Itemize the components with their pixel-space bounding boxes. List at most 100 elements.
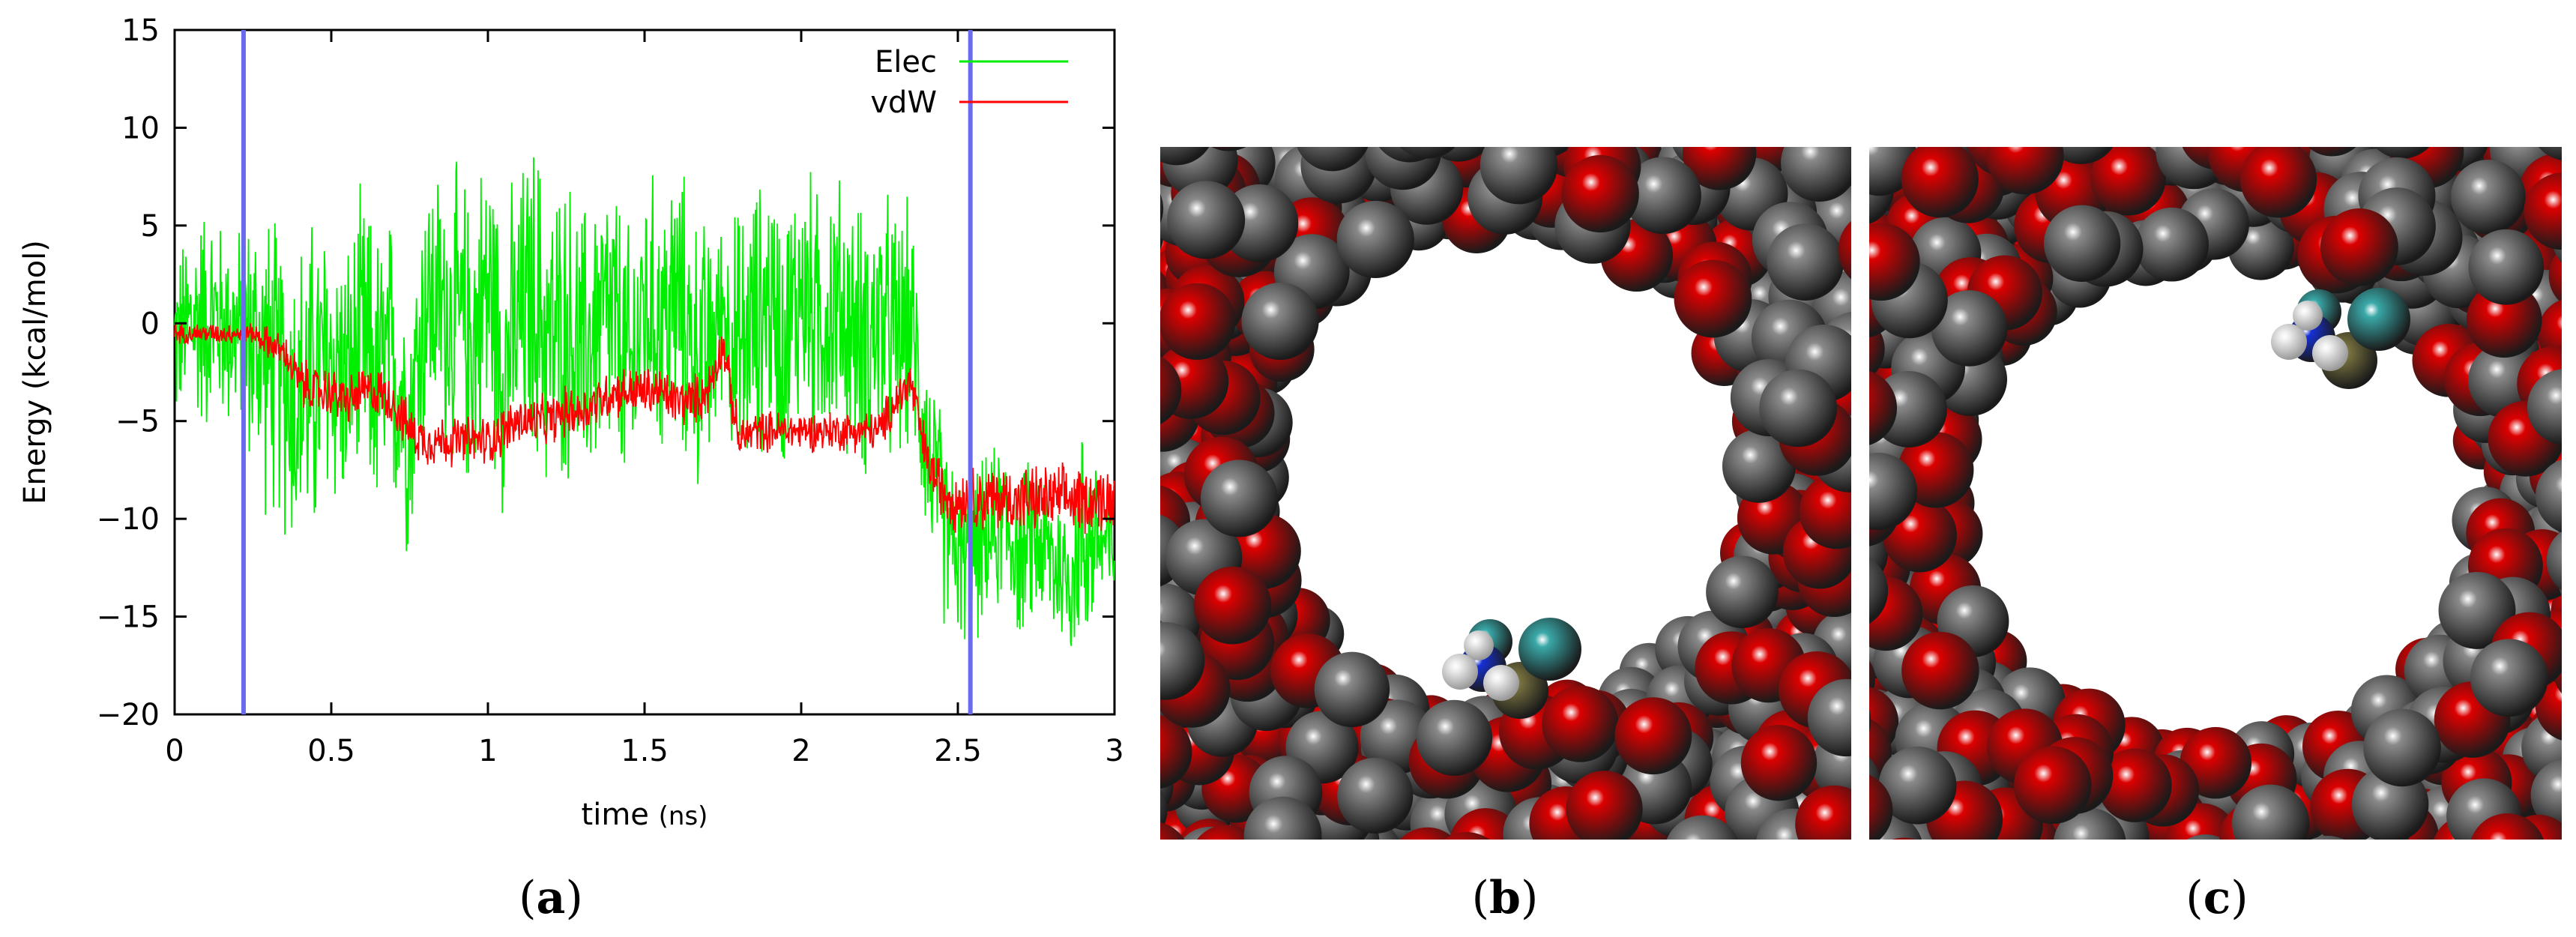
molecular-snapshot-b xyxy=(1160,147,1851,840)
carbon-atom xyxy=(2438,571,2516,649)
y-tick-label: 10 xyxy=(121,111,160,145)
carbon-atom xyxy=(1160,193,1164,224)
carbon-atom xyxy=(1167,181,1246,259)
x-tick-label: 1.5 xyxy=(621,734,669,768)
hydrogen-atom xyxy=(2293,301,2323,331)
oxygen-atom xyxy=(2098,748,2172,822)
panel-letter-a: a xyxy=(537,872,566,924)
carbon-atom xyxy=(1759,369,1838,448)
carbon-atom xyxy=(1666,815,1738,840)
y-tick-label: −10 xyxy=(97,502,160,537)
y-tick-label: 0 xyxy=(141,307,160,341)
x-tick-label: 2.5 xyxy=(934,734,982,768)
carbon-atom xyxy=(1314,651,1390,728)
carbon-atom xyxy=(2468,229,2545,305)
panel-paren-close-a: ) xyxy=(565,872,582,924)
oxygen-atom xyxy=(1542,685,1619,762)
oxygen-atom xyxy=(1869,774,1893,840)
carbon-atom xyxy=(1869,558,1889,624)
oxygen-atom xyxy=(1160,283,1236,360)
carbon-atom xyxy=(2538,147,2562,160)
oxygen-atom xyxy=(1795,785,1851,840)
panel-paren-close-c: ) xyxy=(2230,872,2248,924)
series-group xyxy=(174,157,1115,646)
oxygen-atom xyxy=(1160,822,1185,840)
y-tick-label: −5 xyxy=(115,405,160,439)
oxygen-atom xyxy=(1869,370,1897,445)
oxygen-atom xyxy=(1986,147,2064,195)
y-tick-label: 15 xyxy=(121,13,160,48)
oxygen-atom xyxy=(2013,746,2092,825)
oxygen-atom xyxy=(1892,837,1916,840)
panel-letter-c: c xyxy=(2204,872,2231,924)
carbon-atom xyxy=(1297,147,1369,172)
carbon-atom xyxy=(1416,699,1493,776)
oxygen-atom xyxy=(2180,726,2252,799)
carbon-atom xyxy=(2450,159,2526,235)
carbon-atom xyxy=(2535,459,2562,533)
hydrogen-atom xyxy=(1483,665,1519,701)
oxygen-atom xyxy=(1614,697,1692,775)
carbon-atom xyxy=(1767,223,1844,301)
panel-paren-open-b: ( xyxy=(1472,872,1489,924)
carbon-atom xyxy=(2374,147,2430,159)
panel-paren-open-a: ( xyxy=(519,872,536,924)
hydrogen-atom xyxy=(1464,630,1494,660)
carbon-atom xyxy=(1931,290,2008,367)
x-axis-label: time (ns) xyxy=(582,798,708,832)
oxygen-atom xyxy=(1682,147,1757,190)
panel-paren-close-b: ) xyxy=(1521,872,1538,924)
carbon-atom xyxy=(1706,555,1779,628)
oxygen-atom xyxy=(1869,223,1920,301)
carbon-atom xyxy=(1160,621,1205,700)
y-tick-label: −15 xyxy=(97,600,160,635)
oxygen-atom xyxy=(1674,259,1752,338)
oxygen-atom xyxy=(1400,827,1456,840)
x-ticks: 0 0.5 1 1.5 2 2.5 3 xyxy=(165,30,1124,768)
panel-label-a: (a) xyxy=(519,872,583,924)
oxygen-atom xyxy=(1561,154,1639,233)
carbon-atom xyxy=(1336,200,1414,279)
oxygen-atom xyxy=(1444,831,1490,840)
panel-letter-b: b xyxy=(1489,872,1521,924)
x-tick-label: 1 xyxy=(478,734,497,768)
y-tick-label: −20 xyxy=(97,698,160,732)
oxygen-atom xyxy=(1211,147,1246,151)
carbon-atom xyxy=(2135,207,2209,282)
oxygen-atom xyxy=(2090,147,2166,216)
carbon-atom xyxy=(1869,453,1917,531)
oxygen-atom xyxy=(1197,825,1255,840)
carbon-atom xyxy=(1160,147,1210,166)
carbon-atom xyxy=(2232,784,2310,840)
carbon-atom xyxy=(1807,678,1851,757)
carbon-atom xyxy=(1781,147,1851,202)
oxygen-atom xyxy=(1193,566,1272,645)
hydrogen-atom xyxy=(2271,324,2307,360)
carbon-atom xyxy=(2311,836,2344,840)
y-ticks: 15 10 5 0 −5 −10 −15 −20 xyxy=(97,13,1114,732)
carbon-atom xyxy=(2363,708,2441,787)
oxygen-atom xyxy=(1160,356,1182,425)
hydrogen-atom xyxy=(2312,335,2348,371)
y-tick-label: 5 xyxy=(141,209,160,244)
fluorine-atom xyxy=(2347,288,2410,351)
carbon-atom xyxy=(2043,205,2121,282)
legend-label-vdw: vdW xyxy=(870,85,937,120)
carbon-atom xyxy=(1241,282,1319,361)
legend-label-elec: Elec xyxy=(875,45,937,79)
oxygen-atom xyxy=(2548,248,2562,304)
oxygen-atom xyxy=(2470,813,2544,840)
carbon-atom xyxy=(2546,531,2562,591)
x-tick-label: 2 xyxy=(791,734,810,768)
carbon-atom xyxy=(1160,789,1168,832)
oxygen-atom xyxy=(2524,172,2562,250)
molecular-snapshot-c xyxy=(1869,147,2562,840)
oxygen-atom xyxy=(1566,771,1643,840)
carbon-atom xyxy=(1337,757,1414,834)
fluorine-atom xyxy=(1518,618,1581,681)
carbon-atom xyxy=(1399,147,1456,159)
carbon-atom xyxy=(1869,709,1871,732)
oxygen-atom xyxy=(1160,714,1192,789)
